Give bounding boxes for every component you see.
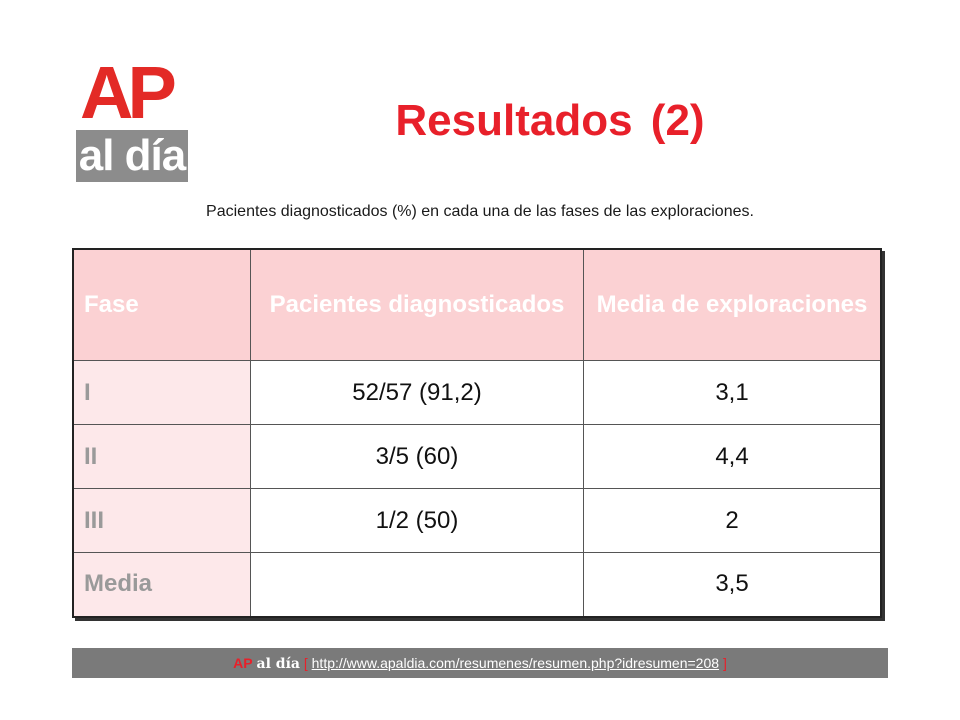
footer-brand-ap: AP	[233, 655, 253, 671]
cell-pacientes: 3/5 (60)	[250, 424, 584, 489]
footer-bar: AP al día [ http://www.apaldia.com/resum…	[72, 648, 888, 678]
apaldia-logo: AP al día	[76, 56, 188, 182]
table-row: I 52/57 (91,2) 3,1	[72, 360, 882, 425]
slide-subtitle: Pacientes diagnosticados (%) en cada una…	[206, 203, 754, 220]
header-media-exploraciones: Media de exploraciones	[583, 248, 882, 361]
cell-media: 2	[583, 488, 882, 553]
logo-ap-text: AP	[80, 51, 177, 134]
cell-fase: I	[72, 360, 251, 425]
results-table: Fase Pacientes diagnosticados Media de e…	[72, 248, 882, 618]
cell-media: 4,4	[583, 424, 882, 489]
table-row: Media 3,5	[72, 552, 882, 617]
cell-fase: II	[72, 424, 251, 489]
cell-pacientes	[250, 552, 584, 617]
table-header-row: Fase Pacientes diagnosticados Media de e…	[72, 248, 882, 361]
header-fase: Fase	[72, 248, 251, 361]
logo-al-dia-text: al día	[76, 130, 188, 182]
table-row: II 3/5 (60) 4,4	[72, 424, 882, 489]
footer-bracket-open: [	[303, 655, 308, 671]
cell-pacientes: 1/2 (50)	[250, 488, 584, 553]
cell-media: 3,5	[583, 552, 882, 617]
cell-media: 3,1	[583, 360, 882, 425]
footer-bracket-close: ]	[722, 655, 727, 671]
cell-pacientes: 52/57 (91,2)	[250, 360, 584, 425]
footer-brand-al-dia: al día	[256, 656, 300, 672]
cell-fase: Media	[72, 552, 251, 617]
header-pacientes-diagnosticados: Pacientes diagnosticados	[250, 248, 584, 361]
slide-title: Resultados (2)	[395, 96, 705, 145]
table-row: III 1/2 (50) 2	[72, 488, 882, 553]
cell-fase: III	[72, 488, 251, 553]
footer-source-link[interactable]: http://www.apaldia.com/resumenes/resumen…	[311, 655, 720, 671]
